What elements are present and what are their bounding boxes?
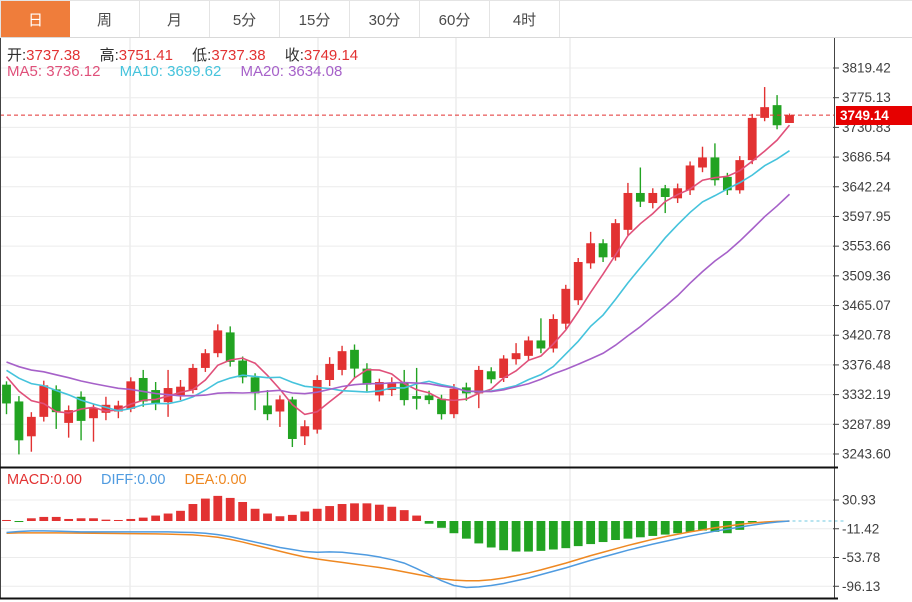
price-tick-label: 3642.24 [842, 179, 891, 194]
ma5-line [5, 124, 791, 416]
tab-min60[interactable]: 60分 [420, 1, 490, 37]
grid [0, 38, 834, 599]
ma5-label: MA5: [7, 63, 43, 80]
tab-day[interactable]: 日 [0, 1, 70, 37]
ma20-value: 3634.08 [288, 63, 343, 80]
price-tick-label: 3465.07 [842, 298, 891, 313]
tab-min30[interactable]: 30分 [350, 1, 420, 37]
pane-borders [0, 38, 838, 600]
current-price-tag: 3749.14 [836, 105, 912, 125]
tab-hour4[interactable]: 4时 [490, 1, 560, 37]
ma5-value: 3736.12 [46, 63, 101, 80]
dea-line [6, 520, 790, 582]
macd-tick-label: -11.42 [842, 521, 879, 536]
price-tick-label: 3332.19 [842, 387, 891, 402]
timeframe-tabbar: 日周月 5分 15分 30分 60分 4时 [0, 0, 912, 38]
price-tick-label: 3686.54 [842, 150, 891, 165]
ma-row: MA5: 3736.12 MA10: 3699.62 MA20: 3634.08 [7, 63, 357, 80]
macd-histogram [2, 495, 757, 552]
diff-label: DIFF: [101, 472, 138, 488]
dea-label: DEA: [184, 472, 219, 488]
close-value: 3749.14 [303, 47, 359, 64]
ma5-legend: MA5: 3736.12 [7, 63, 100, 80]
ohlc-row: 开:3737.38 高:3751.41 低:3737.38 收:3749.14 [7, 44, 373, 65]
diff-legend: DIFF:0.00 [101, 472, 165, 488]
ohlc-open: 开:3737.38 [7, 47, 80, 64]
tab-week[interactable]: 周 [70, 1, 140, 37]
price-tick-label: 3509.36 [842, 268, 891, 283]
ohlc-high: 高:3751.41 [100, 47, 173, 64]
diff-value: 0.00 [137, 472, 166, 488]
macd-tick-label: 30.93 [842, 493, 876, 508]
ma20-label: MA20: [240, 63, 284, 80]
candles-group [2, 87, 794, 455]
price-tick-label: 3376.48 [842, 357, 891, 372]
chart-area: 3819.42 3775.13 3730.83 3686.54 3642.24 3597.… [0, 38, 912, 602]
high-label: 高: [99, 47, 119, 64]
price-tick-label: 3553.66 [842, 239, 891, 254]
diff-line [6, 520, 790, 589]
tab-min15[interactable]: 15分 [280, 1, 350, 37]
kline-chart[interactable]: 3819.423775.133730.833686.543642.243597.… [0, 38, 912, 602]
macd-tick-label: -53.78 [842, 550, 880, 565]
macd-legend: MACD:0.00 [7, 472, 82, 488]
price-tick-label: 3819.42 [842, 61, 891, 76]
close-label: 收: [284, 47, 304, 64]
ma10-label: MA10: [119, 63, 163, 80]
dea-value: 0.00 [218, 472, 247, 488]
axis-labels: 3819.423775.133730.833686.543642.243597.… [833, 61, 891, 594]
tab-min5[interactable]: 5分 [210, 1, 280, 37]
tab-month[interactable]: 月 [140, 1, 210, 37]
ohlc-low: 低:3737.38 [192, 47, 265, 64]
ma10-line [6, 150, 790, 412]
macd-tick-label: -96.13 [842, 579, 880, 594]
macd-header: MACD:0.00 DIFF:0.00 DEA:0.00 [7, 472, 262, 488]
open-label: 开: [7, 47, 27, 64]
high-value: 3751.41 [118, 47, 173, 64]
ma20-legend: MA20: 3634.08 [241, 63, 343, 80]
macd-label: MACD: [7, 472, 54, 488]
open-value: 3737.38 [26, 47, 81, 64]
ma20-line [6, 193, 791, 397]
low-label: 低: [192, 47, 212, 64]
macd-value: 0.00 [53, 472, 82, 488]
price-tick-label: 3420.78 [842, 328, 891, 343]
low-value: 3737.38 [211, 47, 266, 64]
price-tick-label: 3243.60 [842, 447, 891, 462]
price-tick-label: 3287.89 [842, 417, 891, 432]
ma10-legend: MA10: 3699.62 [120, 63, 222, 80]
ohlc-close: 收:3749.14 [285, 47, 358, 64]
price-tick-label: 3597.95 [842, 209, 891, 224]
ma10-value: 3699.62 [167, 63, 222, 80]
dea-legend: DEA:0.00 [185, 472, 247, 488]
price-tick-label: 3775.13 [842, 90, 891, 105]
